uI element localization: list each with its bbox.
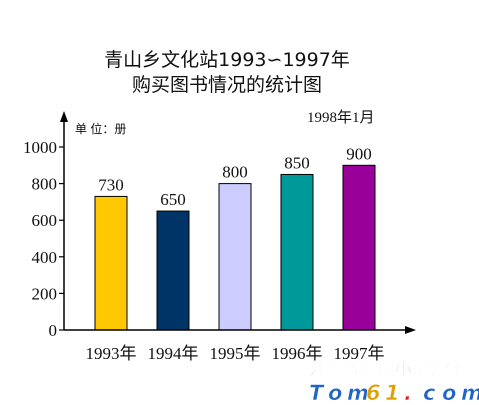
x-tick-label: 1993年 xyxy=(86,344,137,363)
data-label: 900 xyxy=(346,144,372,163)
watermark-char: 1 xyxy=(385,381,400,405)
x-axis-labels-group: 1993年 1994年 1995年 1996年 1997年 xyxy=(86,344,385,363)
y-tick-label: 200 xyxy=(32,284,58,303)
data-label: 730 xyxy=(98,175,124,194)
watermark-char: 6 xyxy=(366,381,381,405)
bar-1995年 xyxy=(218,183,252,331)
watermark-char: m xyxy=(461,381,479,405)
data-label: 850 xyxy=(284,153,310,172)
watermark-char: T xyxy=(309,381,325,405)
data-labels-group: 730 650 800 850 900 xyxy=(98,144,372,209)
y-axis-ticks: 0 200 400 600 800 1000 xyxy=(23,138,64,340)
y-tick-label: 0 xyxy=(49,321,58,340)
bar-1997年 xyxy=(342,164,376,331)
y-axis-arrow xyxy=(60,111,68,122)
watermark-line1: 儿童资源网小学课件 xyxy=(309,359,463,380)
y-tick-label: 600 xyxy=(32,211,58,230)
y-tick-label: 800 xyxy=(32,175,58,194)
y-tick-label: 400 xyxy=(32,248,58,267)
x-tick-label: 1995年 xyxy=(210,344,261,363)
bar-1996年 xyxy=(280,173,314,331)
x-tick-label: 1996年 xyxy=(272,344,323,363)
x-tick-label: 1994年 xyxy=(148,344,199,363)
bars-group xyxy=(94,164,376,331)
bar-1994年 xyxy=(156,210,190,331)
chart-title-line1: 青山乡文化站1993∽1997年 xyxy=(104,49,350,71)
watermark-char: c xyxy=(423,381,436,405)
bar-1993年 xyxy=(94,195,128,331)
watermark-char: . xyxy=(404,381,412,405)
x-tick-label: 1997年 xyxy=(334,344,385,363)
y-tick-label: 1000 xyxy=(23,138,57,157)
data-label: 650 xyxy=(160,190,186,209)
unit-label: 单 位：册 xyxy=(75,121,126,136)
chart-title-line2: 购买图书情况的统计图 xyxy=(132,74,322,96)
date-note: 1998年1月 xyxy=(307,109,375,126)
watermark-char: o xyxy=(328,381,342,405)
x-axis-arrow xyxy=(405,326,416,334)
watermark-char: m xyxy=(347,381,369,405)
watermark-char: o xyxy=(442,381,456,405)
data-label: 800 xyxy=(222,163,248,182)
